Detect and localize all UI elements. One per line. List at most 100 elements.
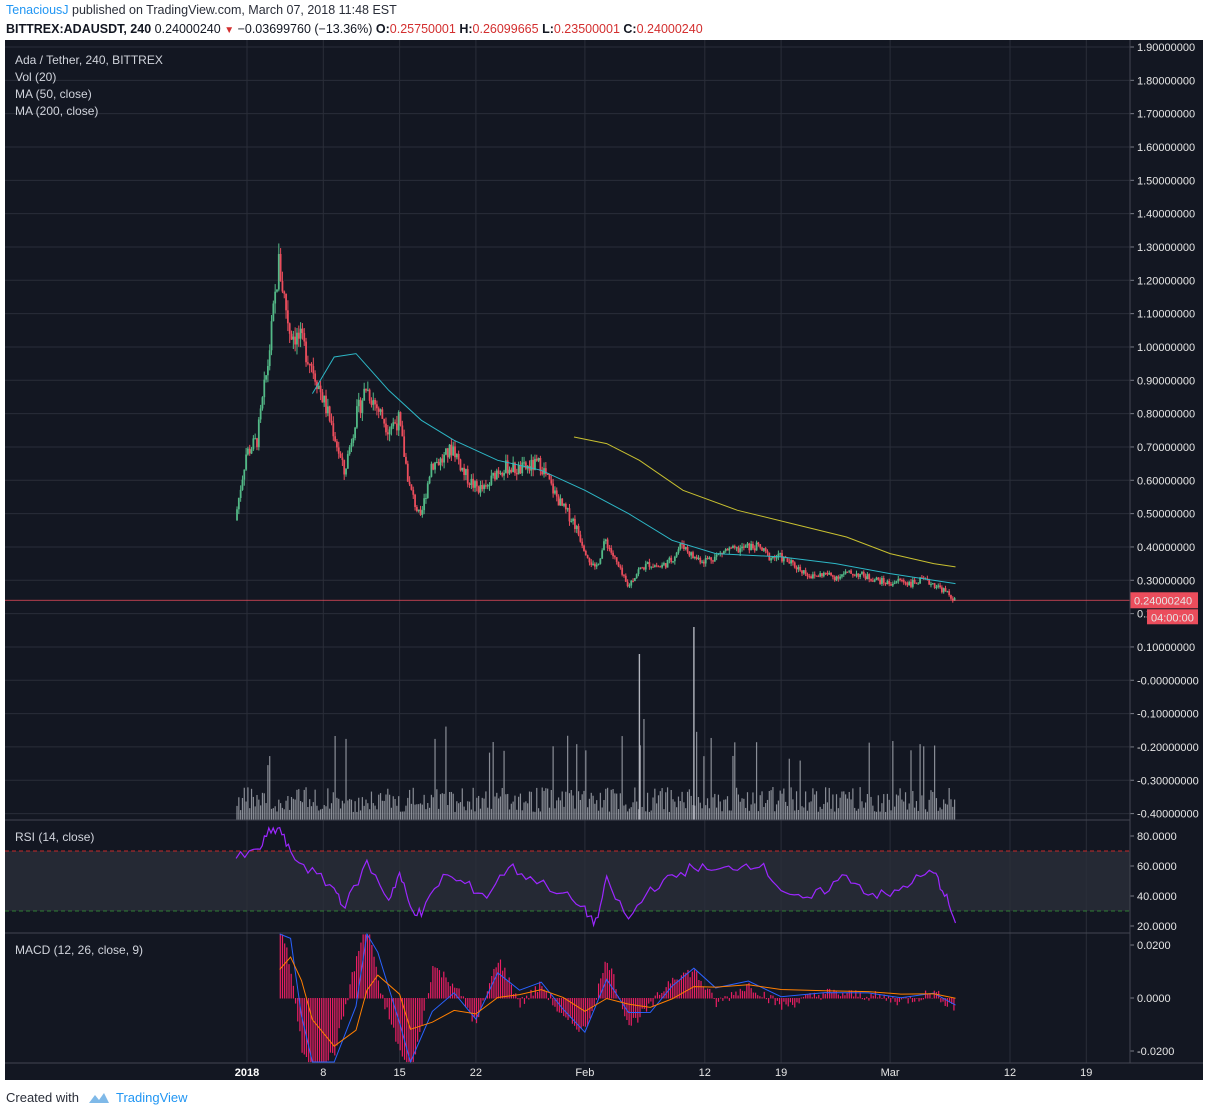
volume-bar <box>668 811 670 820</box>
candle-body <box>766 551 769 553</box>
volume-bar <box>619 793 621 820</box>
volume-bar <box>864 802 867 820</box>
chart-background <box>5 40 1203 1080</box>
volume-bar <box>445 726 447 820</box>
volume-bar <box>803 807 805 820</box>
volume-bar <box>338 798 340 820</box>
macd-histogram-bar <box>922 998 924 1000</box>
volume-bar <box>318 810 320 820</box>
volume-bar <box>801 806 803 820</box>
volume-bar <box>623 805 625 820</box>
candle-body <box>336 441 338 448</box>
candle-body <box>514 462 516 473</box>
candle-body <box>917 583 920 585</box>
volume-bar <box>563 806 565 820</box>
volume-bar <box>561 791 563 820</box>
volume-bar <box>256 794 258 820</box>
volume-bar <box>705 805 707 820</box>
macd-histogram-bar <box>905 997 907 999</box>
volume-bar <box>547 788 549 820</box>
macd-histogram-bar <box>855 990 857 999</box>
candle-body <box>588 558 591 563</box>
rsi-axis-label: 60.0000 <box>1137 861 1177 873</box>
volume-bar <box>839 797 841 820</box>
volume-bar <box>379 793 382 820</box>
macd-histogram-bar <box>386 998 388 1008</box>
macd-histogram-bar <box>388 998 390 1020</box>
volume-bar <box>272 808 274 820</box>
volume-bar <box>706 798 709 820</box>
candle-body <box>559 498 562 506</box>
macd-histogram-bar <box>456 988 458 999</box>
macd-pane[interactable] <box>279 932 956 1064</box>
price-axis-label: 0.10000000 <box>1137 642 1195 654</box>
cloud-icon <box>88 1092 109 1103</box>
candle-body <box>370 400 373 405</box>
macd-histogram-bar <box>846 992 848 999</box>
macd-histogram-bar <box>565 998 567 1018</box>
candle-body <box>886 581 889 585</box>
candle-body <box>425 497 427 499</box>
macd-histogram-bar <box>831 992 833 999</box>
volume-bar <box>739 801 741 820</box>
volume-bar <box>369 809 371 820</box>
macd-histogram-bar <box>414 998 417 1055</box>
author-link[interactable]: TenaciousJ <box>6 3 69 17</box>
volume-bar <box>427 802 429 820</box>
volume-bar <box>755 742 758 820</box>
candle-body <box>552 483 555 494</box>
macd-histogram-bar <box>458 988 460 999</box>
volume-bar <box>599 792 601 820</box>
volume-bar <box>258 799 260 820</box>
candle-body <box>728 547 731 551</box>
price-pane[interactable] <box>5 243 1130 603</box>
rsi-pane[interactable] <box>5 826 1130 928</box>
candle-body <box>937 585 940 587</box>
candle-body <box>782 556 785 562</box>
candle-body <box>428 476 431 484</box>
candle-body <box>399 412 402 426</box>
macd-histogram-bar <box>310 998 312 1063</box>
candle-body <box>819 573 822 577</box>
candle-body <box>770 558 773 561</box>
candle-body <box>359 399 362 413</box>
macd-histogram-bar <box>342 998 345 1017</box>
volume-bar <box>914 807 916 820</box>
volume-bar <box>323 805 325 820</box>
volume-pane <box>236 627 956 820</box>
candle-body <box>241 479 244 490</box>
macd-histogram-bar <box>763 991 765 999</box>
macd-histogram-bar <box>327 998 329 1061</box>
volume-bar <box>879 811 881 820</box>
volume-bar <box>507 793 509 820</box>
macd-histogram-bar <box>704 989 706 999</box>
volume-bar <box>868 742 870 820</box>
rsi-axis-label: 20.0000 <box>1137 921 1177 933</box>
volume-bar <box>263 793 265 820</box>
macd-axis-label: -0.0200 <box>1137 1046 1174 1058</box>
macd-histogram-bar <box>901 998 903 1000</box>
volume-bar <box>434 738 436 820</box>
candle-body <box>603 541 605 551</box>
candle-body <box>761 547 763 551</box>
volume-bar <box>650 810 652 820</box>
macd-histogram-bar <box>635 998 637 1018</box>
macd-histogram-bar <box>571 998 574 1024</box>
volume-bar <box>857 808 859 820</box>
candle-body <box>379 409 382 412</box>
macd-histogram-bar <box>946 998 948 1007</box>
candle-body <box>804 570 807 575</box>
candle-body <box>374 399 376 405</box>
candle-body <box>726 549 729 551</box>
candle-body <box>299 328 302 339</box>
candle-body <box>604 539 607 542</box>
macd-histogram-bar <box>676 979 678 999</box>
candle-body <box>539 458 542 472</box>
volume-bar <box>276 811 278 820</box>
tradingview-logo[interactable]: TradingView <box>87 1090 188 1105</box>
macd-histogram-bar <box>419 998 421 1032</box>
volume-bar <box>625 804 627 820</box>
volume-bar <box>814 794 816 820</box>
candle-body <box>666 559 669 568</box>
